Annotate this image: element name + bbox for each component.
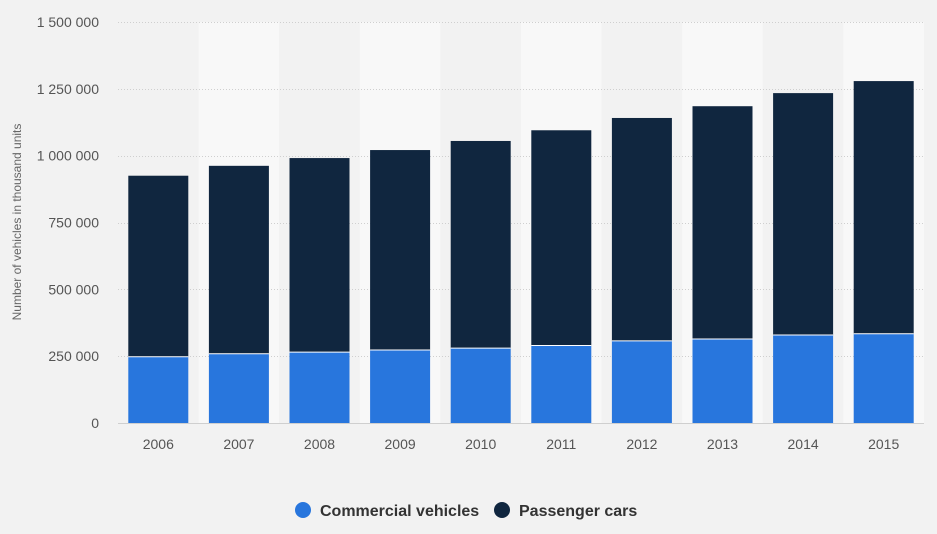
bar-commercial-2011[interactable] — [531, 345, 592, 423]
x-tick-label: 2009 — [385, 436, 416, 452]
x-tick-label: 2006 — [143, 436, 174, 452]
legend-item-passenger[interactable]: Passenger cars — [494, 502, 637, 520]
bar-passenger-2010[interactable] — [450, 140, 511, 349]
y-axis-title: Number of vehicles in thousand units — [10, 124, 24, 321]
gridlines — [118, 22, 924, 424]
bar-commercial-2013[interactable] — [692, 339, 753, 423]
x-tick-label: 2013 — [707, 436, 738, 452]
y-tick-label: 0 — [91, 415, 99, 431]
legend-label-passenger: Passenger cars — [519, 503, 637, 520]
legend: Commercial vehicles Passenger cars — [295, 502, 637, 520]
bar-commercial-2008[interactable] — [289, 352, 350, 423]
x-tick-label: 2015 — [868, 436, 899, 452]
y-tick-label: 1 500 000 — [37, 14, 99, 30]
legend-item-commercial[interactable]: Commercial vehicles — [295, 502, 479, 520]
bar-commercial-2009[interactable] — [370, 350, 431, 423]
x-tick-label: 2014 — [788, 436, 819, 452]
legend-marker-commercial — [295, 502, 311, 518]
legend-label-commercial: Commercial vehicles — [320, 503, 479, 520]
y-tick-label: 500 000 — [48, 281, 99, 297]
bar-commercial-2015[interactable] — [853, 333, 914, 423]
bar-passenger-2014[interactable] — [773, 93, 834, 336]
y-tick-label: 750 000 — [48, 215, 99, 231]
bar-passenger-2006[interactable] — [128, 175, 189, 357]
bar-passenger-2015[interactable] — [853, 81, 914, 334]
x-tick-label: 2007 — [223, 436, 254, 452]
bar-commercial-2012[interactable] — [611, 340, 672, 423]
y-tick-label: 250 000 — [48, 348, 99, 364]
y-axis-ticks: 0 250 000 500 000 750 000 1 000 000 1 250 000… — [37, 14, 100, 431]
x-axis-ticks: 2006 2007 2008 2009 2010 2011 2012 2013 2014 2015 — [143, 436, 900, 452]
bar-passenger-2009[interactable] — [370, 150, 431, 351]
bar-commercial-2014[interactable] — [773, 335, 834, 423]
bar-passenger-2007[interactable] — [208, 165, 269, 354]
bar-commercial-2007[interactable] — [208, 353, 269, 423]
x-tick-label: 2011 — [546, 436, 576, 452]
bar-passenger-2012[interactable] — [611, 117, 672, 341]
y-tick-label: 1 000 000 — [37, 148, 99, 164]
bar-commercial-2010[interactable] — [450, 348, 511, 423]
legend-marker-passenger — [494, 502, 510, 518]
bar-passenger-2011[interactable] — [531, 130, 592, 346]
bar-series — [128, 81, 914, 423]
x-tick-label: 2012 — [626, 436, 657, 452]
x-tick-label: 2008 — [304, 436, 335, 452]
bar-passenger-2013[interactable] — [692, 106, 753, 340]
bar-passenger-2008[interactable] — [289, 158, 350, 353]
x-tick-label: 2010 — [465, 436, 496, 452]
y-tick-label: 1 250 000 — [37, 81, 99, 97]
bar-commercial-2006[interactable] — [128, 356, 189, 423]
